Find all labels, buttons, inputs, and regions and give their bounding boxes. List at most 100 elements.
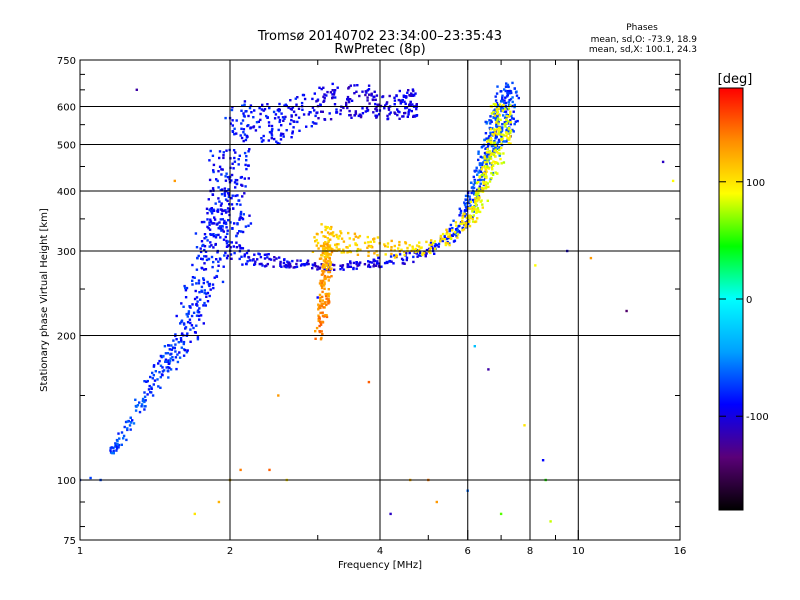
data-point [263,108,267,111]
data-point [209,288,212,291]
data-point [216,251,219,254]
data-point [661,160,665,164]
data-point [511,128,514,132]
data-point [292,266,295,269]
data-point [347,98,350,102]
data-point [448,235,451,238]
data-point [494,171,497,174]
data-point [240,127,243,130]
data-point [236,222,239,225]
data-point [404,102,407,105]
data-point [367,84,371,87]
data-point [206,218,209,221]
data-point [358,234,362,238]
data-point [421,253,424,257]
data-point [238,218,241,221]
data-point [497,122,500,125]
data-point [468,220,471,223]
data-point [247,177,250,180]
data-point [217,197,220,200]
data-point [225,257,229,260]
data-point [245,159,248,162]
data-point [268,106,271,110]
data-point [483,161,487,164]
data-point [356,84,359,87]
colorbar-tick-label: -100 [746,412,769,423]
data-point [505,115,509,118]
data-point [358,94,361,98]
data-point [363,263,367,266]
data-point [158,371,161,374]
data-point [346,246,349,249]
data-point [230,257,233,260]
data-point [195,296,199,299]
data-point [496,147,499,150]
data-point [448,227,451,231]
data-point [278,102,281,106]
data-point [327,266,330,269]
data-point [428,248,431,252]
data-point [417,245,421,248]
data-point [484,165,488,168]
data-point [152,383,155,386]
data-point [490,177,493,180]
data-point [410,94,413,97]
data-point [235,234,238,238]
data-point [424,255,427,258]
data-point [152,365,156,368]
data-point [283,104,286,107]
data-point [151,371,154,375]
data-point [168,348,171,351]
data-point [373,252,376,255]
data-point [327,288,330,291]
data-point [131,419,134,422]
data-point [349,265,352,268]
data-point [338,234,341,238]
data-point [273,117,277,120]
data-point [221,168,224,171]
data-point [299,259,302,262]
data-point [446,242,450,245]
data-point [326,226,329,229]
data-point [318,320,322,323]
data-point [485,137,488,140]
data-point [435,244,439,247]
data-point [222,154,225,157]
data-point [483,159,486,162]
data-point [180,339,183,342]
data-point [404,106,407,110]
data-point [322,95,325,98]
data-point [320,336,323,340]
data-point [290,136,293,139]
data-point [320,302,323,305]
data-point [128,424,132,427]
data-point [473,198,477,201]
data-point [331,93,334,96]
data-point [492,153,495,157]
data-point [209,241,212,244]
data-point [204,304,207,307]
data-point [295,265,299,268]
data-point [484,132,488,135]
data-point [315,244,318,247]
data-point [307,113,310,116]
data-point [481,166,484,169]
data-point [346,251,349,254]
data-point [267,253,270,256]
data-point [257,120,260,123]
data-point [126,428,129,432]
data-point [328,276,331,279]
data-point [472,186,476,189]
data-point [300,101,304,105]
data-point [159,354,163,358]
data-point [261,103,264,107]
data-point [215,274,218,278]
data-point [412,260,415,264]
data-point [262,139,265,142]
data-point [217,260,220,263]
data-point [355,267,358,270]
data-point [504,85,508,88]
data-point [305,263,308,266]
data-point [427,250,431,253]
